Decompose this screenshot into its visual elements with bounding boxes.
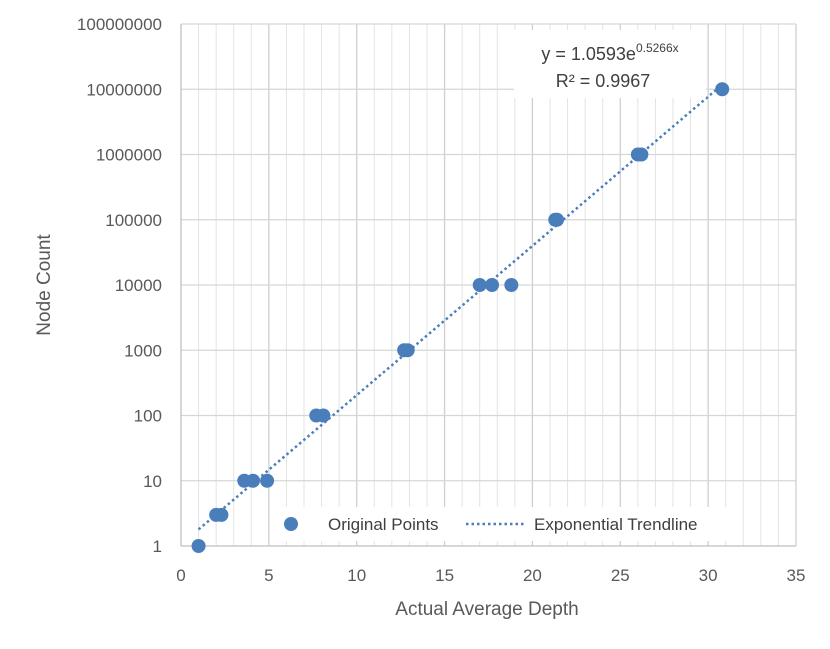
data-point	[191, 539, 206, 553]
data-point	[472, 278, 487, 292]
trendline-equation: y = 1.0593e0.5266x	[541, 41, 678, 64]
legend-label-trendline: Exponential Trendline	[534, 515, 698, 534]
trendline-equation-box: y = 1.0593e0.5266x R² = 0.9967	[514, 30, 706, 98]
x-tick-labels: 0 5 10 15 20 25 30 35	[176, 566, 805, 585]
data-points	[191, 82, 730, 553]
x-tick-label: 30	[699, 566, 718, 585]
x-tick-label: 5	[264, 566, 273, 585]
y-tick-label: 100	[134, 407, 162, 426]
data-point	[715, 82, 730, 97]
x-tick-label: 10	[347, 566, 366, 585]
data-point	[316, 408, 331, 423]
data-point	[260, 473, 275, 488]
y-tick-label: 100000000	[77, 15, 162, 34]
data-point	[504, 278, 519, 292]
r-squared: R² = 0.9967	[556, 71, 651, 91]
y-tick-label: 10	[143, 472, 162, 491]
legend-marker-points	[284, 517, 298, 531]
x-tick-label: 0	[176, 566, 185, 585]
equation-background	[514, 30, 706, 98]
legend-label-points: Original Points	[328, 515, 439, 534]
y-tick-label: 100000	[105, 211, 162, 230]
y-axis-title: Node Count	[34, 234, 55, 336]
y-tick-label: 1000000	[96, 146, 162, 165]
y-tick-label: 10000000	[86, 80, 162, 99]
data-point	[246, 473, 261, 488]
data-point	[400, 343, 415, 358]
x-tick-label: 20	[523, 566, 542, 585]
equation-exponent: 0.5266x	[636, 41, 679, 55]
x-tick-label: 25	[611, 566, 630, 585]
y-tick-label: 1	[153, 537, 162, 556]
y-tick-labels: 1 10 100 1000 10000 100000 1000000 10000000 1000…	[77, 15, 162, 556]
y-tick-label: 10000	[115, 276, 162, 295]
equation-base: y = 1.0593e	[541, 44, 636, 64]
data-point	[214, 507, 229, 522]
x-axis-title: Actual Average Depth	[395, 599, 578, 620]
y-tick-label: 1000	[124, 341, 162, 360]
data-point	[550, 212, 565, 227]
legend: Original Points Exponential Trendline	[272, 507, 734, 541]
axes	[180, 24, 796, 547]
legend-background	[272, 507, 734, 541]
data-point	[634, 147, 649, 162]
x-tick-label: 35	[787, 566, 806, 585]
x-tick-label: 15	[435, 566, 454, 585]
data-point	[485, 278, 500, 292]
